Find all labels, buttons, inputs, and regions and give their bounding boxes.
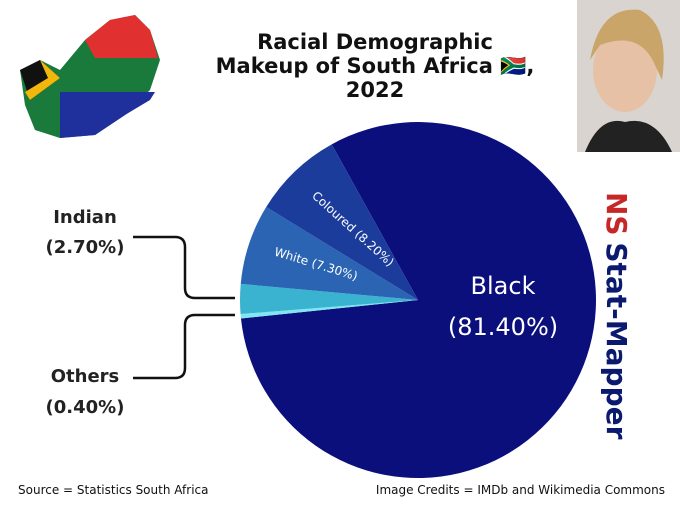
slice-label: Others (51, 366, 120, 387)
watermark: NS Stat-Mapper (600, 192, 633, 440)
source: Source = Statistics South Africa (18, 483, 208, 497)
pie-slice (240, 207, 418, 300)
pie-slice (240, 122, 596, 478)
map-flag (20, 15, 160, 138)
pie-slice (240, 300, 418, 319)
connector (133, 313, 235, 380)
pie-slice (266, 144, 418, 300)
watermark-part: Stat-Mapper (600, 242, 633, 439)
chart-title: Racial Demographic Makeup of South Afric… (215, 30, 535, 102)
pie-slice (240, 283, 418, 315)
watermark-part: NS (600, 192, 633, 234)
slice-label: Black (471, 272, 536, 300)
value-label: (0.40%) (46, 397, 125, 418)
photo (577, 0, 680, 152)
credits: Image Credits = IMDb and Wikimedia Commo… (376, 483, 665, 497)
value-label: (81.40%) (448, 313, 558, 341)
connector (133, 235, 235, 300)
value-label: (2.70%) (46, 237, 125, 258)
slice-label: Indian (53, 207, 117, 228)
